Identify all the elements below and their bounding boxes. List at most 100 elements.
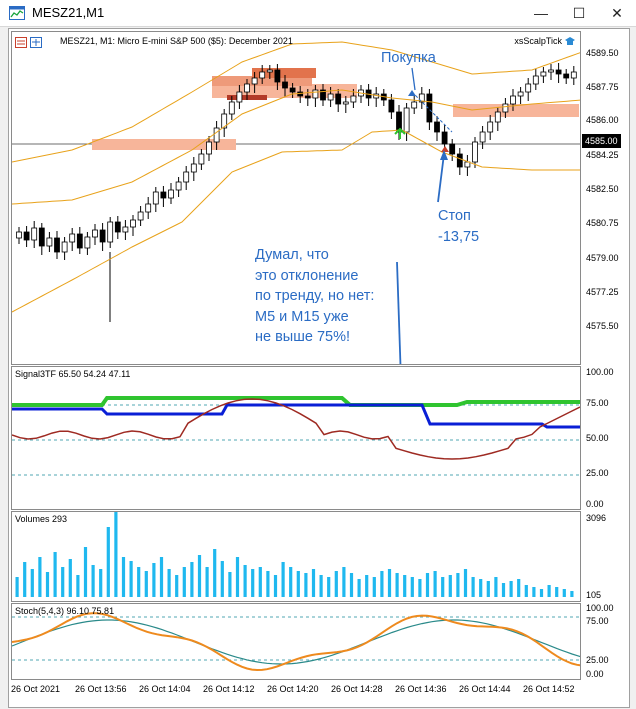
- volume-bar: [83, 547, 88, 597]
- volume-bar: [441, 577, 445, 597]
- signal-tick: 0.00: [586, 499, 604, 509]
- buy-annotation: Покупка: [381, 50, 436, 66]
- time-tick: 26 Oct 14:52: [523, 684, 575, 694]
- candle-body: [540, 71, 547, 77]
- volume-bar: [547, 585, 551, 597]
- signal-label: Signal3TF 65.50 54.24 47.11: [15, 369, 131, 379]
- candle-body: [228, 101, 235, 115]
- volume-bar: [395, 573, 399, 597]
- volume-bar: [266, 571, 270, 597]
- volume-bar: [304, 573, 308, 597]
- time-tick: 26 Oct 14:36: [395, 684, 447, 694]
- candle-body: [403, 107, 410, 133]
- volume-bar: [319, 575, 323, 597]
- volume-bar: [289, 567, 293, 597]
- upper-band: [12, 41, 580, 163]
- stop-pointer-head: [440, 150, 448, 160]
- stoch-tick: 100.00: [586, 603, 614, 613]
- volume-bar: [106, 527, 110, 597]
- price-axis[interactable]: 4589.50 4587.75 4586.00 4584.25 4582.50 …: [582, 31, 628, 365]
- chart-toolbar-icons: [15, 37, 42, 48]
- candle-body: [388, 99, 395, 113]
- candle-body: [532, 75, 539, 85]
- time-tick: 26 Oct 14:20: [267, 684, 319, 694]
- volumes-pane[interactable]: Volumes 293: [11, 511, 581, 602]
- stoch-tick: 25.00: [586, 655, 609, 665]
- volume-bar: [380, 571, 384, 597]
- candle-body: [525, 83, 532, 93]
- candle-body: [510, 95, 516, 105]
- note-line: не выше 75%!: [255, 329, 351, 345]
- time-tick: 26 Oct 14:44: [459, 684, 511, 694]
- candle-body: [282, 81, 288, 89]
- price-tick: 4589.50: [586, 48, 619, 58]
- candle-body: [266, 69, 273, 73]
- volume-bar: [23, 562, 27, 597]
- candle-body: [221, 113, 228, 129]
- price-tick: 4584.25: [586, 150, 619, 160]
- candle-body: [92, 229, 98, 238]
- volume-bar: [486, 581, 490, 597]
- volume-bar: [539, 589, 544, 597]
- candle-body: [350, 95, 357, 103]
- stoch-tick: 75.00: [586, 616, 609, 626]
- stop-annotation: Стоп: [438, 208, 471, 224]
- candle-body: [487, 121, 494, 133]
- stoch-tick: 0.00: [586, 669, 604, 679]
- volume-bar: [53, 552, 57, 597]
- price-chart-pane[interactable]: MESZ21, M1: Micro E-mini S&P 500 ($5): D…: [11, 31, 581, 365]
- supply-zone-top: [252, 68, 316, 78]
- candle-body: [472, 141, 478, 163]
- stop-amount-annotation: -13,75: [438, 229, 480, 245]
- note-line: это отклонение: [255, 267, 359, 284]
- volume-bar: [129, 561, 133, 597]
- volume-bar: [235, 557, 240, 597]
- candle-body: [342, 101, 349, 105]
- resistance-zone: [92, 139, 236, 150]
- candle-body: [335, 93, 342, 105]
- volume-bar: [281, 562, 285, 597]
- volume-bar: [471, 577, 475, 597]
- price-tick: 4579.00: [586, 253, 619, 263]
- volume-bar: [334, 571, 338, 597]
- candle-body: [244, 83, 250, 93]
- volume-bar: [91, 565, 95, 597]
- price-tick: 4580.75: [586, 218, 619, 228]
- note-annotation: Думал, что это отклонение по тренду, но …: [255, 245, 374, 348]
- signal3tf-pane[interactable]: Signal3TF 65.50 54.24 47.11: [11, 366, 581, 510]
- candle-body: [441, 131, 448, 145]
- volume-bar: [410, 577, 414, 597]
- trade-path-dotted: [411, 91, 453, 133]
- candle-body: [479, 131, 486, 143]
- volume-bar: [68, 559, 72, 597]
- signal-tick: 50.00: [586, 433, 609, 443]
- volume-bar: [45, 572, 50, 597]
- chart-window-icon: [9, 6, 25, 20]
- volume-bar: [258, 567, 262, 597]
- close-button[interactable]: ✕: [611, 5, 623, 21]
- volume-bar: [357, 579, 361, 597]
- stochastic-pane[interactable]: Stoch(5,4,3) 96.10 75.81: [11, 603, 581, 680]
- signal-tick: 100.00: [586, 367, 614, 377]
- time-tick: 26 Oct 2021: [11, 684, 61, 694]
- volume-bar: [342, 567, 346, 597]
- volume-bar: [182, 567, 186, 597]
- signal-tick: 75.00: [586, 398, 609, 408]
- buy-pointer-arrow: [411, 67, 416, 91]
- minimize-button[interactable]: —: [534, 5, 548, 21]
- volume-bar: [99, 569, 103, 597]
- buy-marker: [408, 90, 416, 96]
- candle-body: [517, 91, 524, 97]
- volume-bar: [30, 569, 34, 597]
- time-axis[interactable]: 26 Oct 2021 26 Oct 13:56 26 Oct 14:04 26…: [11, 680, 581, 700]
- maximize-button[interactable]: ☐: [572, 5, 586, 21]
- candle-body: [555, 69, 562, 75]
- volume-bar: [532, 587, 536, 597]
- volume-histogram: [15, 512, 574, 597]
- volume-bar: [175, 575, 179, 597]
- volume-bar: [479, 579, 483, 597]
- time-tick: 26 Oct 13:56: [75, 684, 127, 694]
- candle-body: [563, 73, 570, 79]
- candle-body: [38, 227, 45, 247]
- price-tick: 4587.75: [586, 82, 619, 92]
